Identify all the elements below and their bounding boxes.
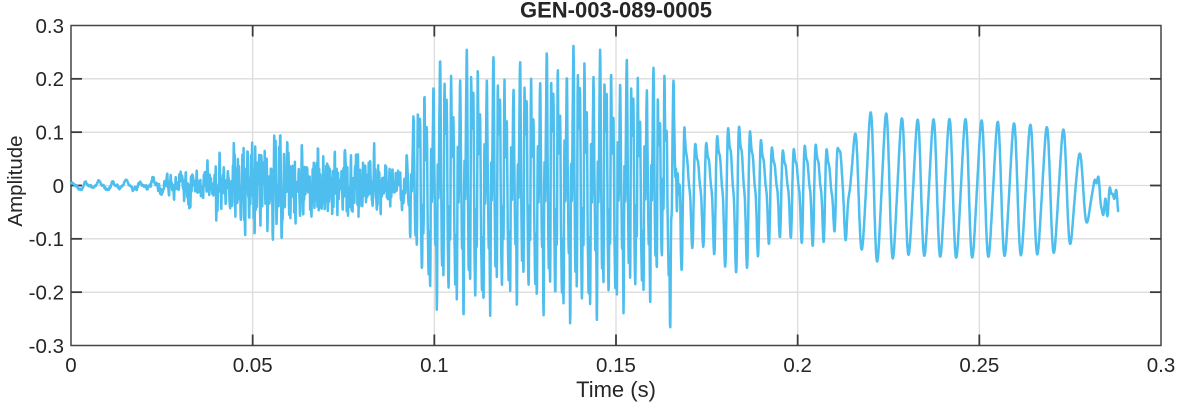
- svg-text:-0.1: -0.1: [29, 228, 64, 251]
- svg-text:GEN-003-089-0005: GEN-003-089-0005: [520, 0, 712, 23]
- svg-text:-0.2: -0.2: [29, 281, 64, 304]
- svg-text:0.1: 0.1: [36, 121, 65, 144]
- svg-text:-0.3: -0.3: [29, 335, 64, 358]
- svg-text:0.15: 0.15: [596, 354, 636, 377]
- svg-text:0.3: 0.3: [36, 15, 65, 38]
- svg-text:0.2: 0.2: [36, 68, 65, 91]
- svg-text:0.3: 0.3: [1147, 354, 1176, 377]
- svg-text:Amplitude: Amplitude: [4, 135, 27, 226]
- svg-text:0: 0: [53, 175, 64, 198]
- svg-text:0.2: 0.2: [783, 354, 812, 377]
- svg-text:0.25: 0.25: [959, 354, 999, 377]
- svg-text:Time (s): Time (s): [576, 377, 656, 402]
- svg-text:0.05: 0.05: [233, 354, 273, 377]
- svg-text:0: 0: [65, 354, 76, 377]
- svg-text:0.1: 0.1: [420, 354, 449, 377]
